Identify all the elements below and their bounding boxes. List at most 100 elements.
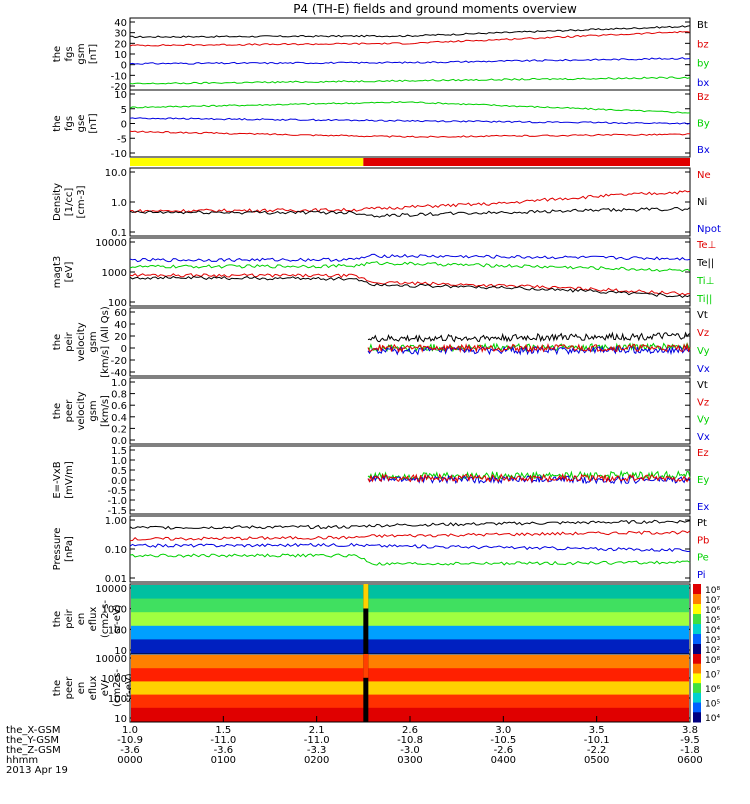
colorbar-label: 10⁴ — [705, 714, 720, 724]
legend-label: Ex — [697, 502, 709, 513]
ylabel-line: gsm — [76, 43, 87, 64]
panel-frame-5 — [129, 307, 691, 377]
colorbar-segment — [693, 673, 701, 684]
ytick-label: 30 — [114, 29, 127, 40]
xtick-label: 0400 — [491, 755, 516, 766]
colorbar-label: 10⁴ — [705, 626, 720, 636]
ylabel-line: Density — [52, 183, 63, 221]
ytick-label: 20 — [114, 332, 127, 343]
ytick-label: 1.0 — [111, 456, 127, 467]
ytick-label: 10 — [114, 714, 127, 725]
ylabel-line: [1/cc] — [64, 188, 75, 217]
ylabel-line: sr-eV) — [112, 604, 123, 633]
ytick-label: 0.8 — [111, 390, 127, 401]
legend-label: Ne — [697, 170, 711, 181]
xtick-label: -11.0 — [210, 735, 236, 746]
ylabel-line: eV/ — [100, 679, 111, 696]
legend-label: Vz — [697, 397, 709, 408]
ylabel-line: gsm — [88, 331, 99, 352]
ytick-label: 5 — [121, 105, 127, 116]
series-line-Bt — [130, 25, 691, 39]
series-line-By — [129, 101, 691, 114]
xtick-label: 0600 — [677, 755, 702, 766]
ytick-label: -0.5 — [107, 486, 127, 497]
heatmap-band — [131, 655, 689, 669]
series-line-Pt — [129, 519, 691, 530]
ylabel-line: [nPa] — [64, 536, 75, 562]
ytick-label: 1.00 — [105, 516, 127, 527]
legend-label: Ez — [697, 448, 709, 459]
series-line-Ez — [367, 472, 691, 484]
heatmap-band — [131, 707, 689, 722]
xtick-label: -1.8 — [680, 745, 700, 756]
ytick-label: 100 — [108, 298, 127, 309]
ytick-label: 10000 — [95, 238, 127, 249]
ytick-label: 0.0 — [111, 436, 127, 447]
xtick-label: 2.1 — [309, 725, 325, 736]
xtick-label: -10.1 — [584, 735, 610, 746]
ytick-label: 10000 — [95, 584, 127, 595]
xtick-label: -2.6 — [494, 745, 514, 756]
legend-label: Ti|| — [696, 294, 712, 305]
xaxis-row-label: the_X-GSM — [6, 725, 60, 736]
ytick-label: 100 — [108, 625, 127, 636]
panel-frame-4 — [129, 237, 691, 307]
legend-label: by — [697, 59, 709, 70]
xtick-label: -2.2 — [587, 745, 607, 756]
colorbar-label: 10² — [705, 646, 720, 656]
ylabel-line: [mV/m] — [64, 461, 75, 499]
ytick-label: -20 — [111, 82, 127, 93]
ytick-label: 0.2 — [111, 424, 127, 435]
colorbar-label: 10⁷ — [705, 596, 720, 606]
series-line-bz — [129, 30, 691, 47]
ylabel-line: gsm — [88, 400, 99, 421]
ytick-label: -1.5 — [107, 506, 127, 517]
ylabel-line: [nT] — [88, 44, 99, 64]
ylabel-line: velocity — [76, 391, 87, 430]
xtick-label: 0200 — [304, 755, 329, 766]
legend-label: Bx — [697, 145, 710, 156]
ytick-label: 0 — [121, 61, 127, 72]
heatmap-band — [131, 694, 689, 709]
ylabel-line: the — [52, 403, 63, 419]
panel-frame-6 — [129, 377, 691, 445]
colorbar-segment — [693, 644, 701, 655]
ylabel-line: fgs — [64, 116, 75, 131]
ylabel-line: [nT] — [88, 113, 99, 133]
legend-label: Pi — [697, 570, 706, 581]
ytick-label: 1.0 — [111, 378, 127, 389]
colorbar-segment — [693, 712, 701, 723]
legend-label: Pt — [697, 518, 707, 529]
series-line-Te⊥ — [129, 273, 691, 296]
series-line-Vt — [367, 331, 691, 343]
ytick-label: 40 — [114, 320, 127, 331]
ytick-label: 1000 — [102, 605, 127, 616]
legend-label: Ti⊥ — [696, 276, 714, 287]
colorbar-segment — [693, 634, 701, 645]
ylabel-line: peer — [64, 399, 75, 423]
series-line-Bx — [129, 117, 691, 125]
ylabel-line: the — [52, 680, 63, 696]
ylabel-line: en — [76, 613, 87, 626]
legend-label: Ni — [697, 197, 707, 208]
xaxis-row-label: hhmm — [6, 755, 38, 766]
heatmap-band — [131, 585, 689, 600]
ylabel-line: [km/s] (All Qs) — [100, 306, 111, 378]
ytick-label: 1000 — [102, 268, 127, 279]
ytick-label: 0.10 — [105, 545, 127, 556]
heatmap-band — [131, 598, 689, 613]
xtick-label: -10.9 — [117, 735, 143, 746]
colorbar-segment — [693, 624, 701, 635]
series-line-Vz — [367, 342, 691, 354]
ylabel-line: eflux — [88, 676, 99, 701]
plot-title: P4 (TH-E) fields and ground moments over… — [293, 2, 577, 16]
ylabel-line: Pressure — [52, 528, 63, 571]
ylabel-line: the — [52, 334, 63, 350]
colorbar-segment — [693, 584, 701, 595]
colorbar-label: 10⁸ — [705, 656, 720, 666]
bar-segment-1 — [363, 158, 690, 166]
ytick-label: 0 — [121, 120, 127, 131]
colorbar-label: 10⁵ — [705, 700, 720, 710]
heatmap-gap — [363, 584, 369, 654]
